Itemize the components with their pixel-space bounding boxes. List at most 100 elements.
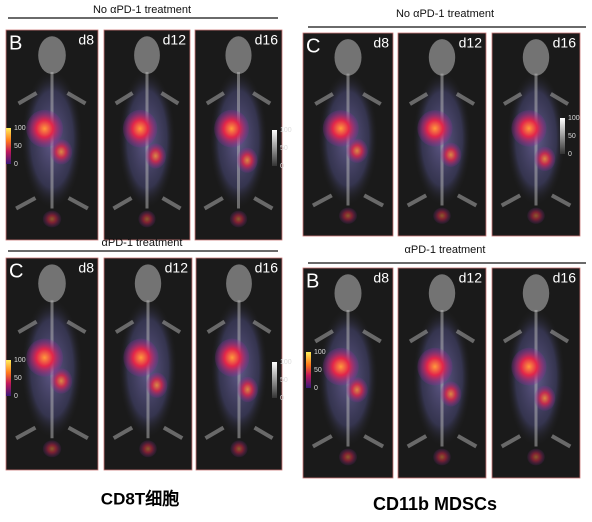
mouse-head xyxy=(428,39,456,76)
organ xyxy=(236,147,258,173)
panel-header: No αPD-1 treatment xyxy=(93,4,191,16)
mouse-image xyxy=(5,29,99,241)
limb xyxy=(17,91,38,106)
tail-base xyxy=(138,210,156,228)
limb xyxy=(314,329,334,344)
limb xyxy=(114,91,134,106)
scale-label: 0 xyxy=(314,385,318,392)
mouse-image xyxy=(302,267,394,479)
organ xyxy=(322,347,359,386)
scale-bar xyxy=(272,130,277,166)
organ xyxy=(50,139,73,165)
limb xyxy=(502,92,523,106)
panel-letter: C xyxy=(306,35,320,57)
mouse-image xyxy=(5,257,99,471)
tail-base xyxy=(339,448,357,466)
limb xyxy=(112,425,134,440)
mouse-head xyxy=(522,39,550,76)
tail-base xyxy=(433,448,451,466)
limb xyxy=(160,91,180,106)
mouse-head xyxy=(134,264,162,303)
scale-label: 100 xyxy=(14,357,26,364)
limb xyxy=(455,92,476,106)
limb xyxy=(500,434,522,449)
limb xyxy=(363,434,385,449)
organ xyxy=(440,381,462,407)
organ xyxy=(417,110,453,147)
day-label: d12 xyxy=(459,270,483,286)
limb xyxy=(66,91,87,106)
mouse-head xyxy=(134,36,160,75)
scale-label: 50 xyxy=(314,367,322,374)
limb xyxy=(408,92,429,106)
scale-label: 50 xyxy=(14,143,22,150)
tail-base xyxy=(229,210,248,228)
scale-bar xyxy=(272,362,277,398)
limb xyxy=(161,319,182,334)
limb xyxy=(17,319,38,334)
panel-letter: C xyxy=(9,260,23,282)
day-label: d16 xyxy=(255,260,279,276)
limb xyxy=(161,196,182,211)
tail-base xyxy=(230,440,248,458)
scale-label: 0 xyxy=(14,393,18,400)
mouse-image xyxy=(194,29,283,241)
scale-bar xyxy=(560,118,565,154)
organ xyxy=(26,109,64,148)
day-label: d12 xyxy=(165,260,189,276)
mouse-image xyxy=(491,32,581,237)
organ xyxy=(123,338,159,377)
limb xyxy=(253,425,274,440)
mouse-head xyxy=(38,264,66,303)
figure-caption: CD11b MDSCs xyxy=(373,494,497,514)
scale-label: 0 xyxy=(280,395,284,402)
organ xyxy=(534,385,556,411)
scale-label: 50 xyxy=(280,377,288,384)
limb xyxy=(206,319,226,334)
day-label: d8 xyxy=(78,260,94,276)
limb xyxy=(311,193,333,208)
limb xyxy=(204,425,225,440)
day-label: d8 xyxy=(373,270,389,286)
panel-header: αPD-1 treatment xyxy=(405,244,486,256)
limb xyxy=(500,193,522,208)
organ xyxy=(346,138,368,163)
mouse-head xyxy=(226,264,252,303)
limb xyxy=(203,196,224,211)
limb xyxy=(549,92,570,106)
organ xyxy=(50,368,73,394)
limb xyxy=(455,329,476,344)
mouse-head xyxy=(225,36,252,75)
organ xyxy=(511,347,547,386)
scale-label: 50 xyxy=(568,133,576,140)
day-label: d8 xyxy=(78,32,94,48)
limb xyxy=(314,92,334,106)
organ xyxy=(146,372,168,398)
figure-caption: CD8T细胞 xyxy=(101,488,179,508)
organ xyxy=(122,109,158,148)
limb xyxy=(362,329,382,344)
limb xyxy=(162,425,184,440)
mouse-image xyxy=(397,32,487,237)
organ xyxy=(417,347,453,386)
mouse-image xyxy=(195,257,283,471)
mouse-head xyxy=(428,274,456,313)
organ xyxy=(214,338,250,377)
limb xyxy=(15,196,37,211)
organ xyxy=(237,376,258,403)
limb xyxy=(252,319,272,334)
organ xyxy=(214,109,249,148)
organ xyxy=(26,338,64,377)
organ xyxy=(346,377,368,403)
tail-base xyxy=(527,207,545,224)
scale-label: 100 xyxy=(280,359,292,366)
limb xyxy=(363,193,385,208)
limb xyxy=(114,319,135,334)
tail-base xyxy=(339,207,357,224)
scale-label: 100 xyxy=(314,349,326,356)
limb xyxy=(67,196,89,211)
mouse-image xyxy=(103,29,191,241)
scale-label: 100 xyxy=(568,115,580,122)
panel-header: αPD-1 treatment xyxy=(102,237,183,249)
limb xyxy=(252,91,272,106)
